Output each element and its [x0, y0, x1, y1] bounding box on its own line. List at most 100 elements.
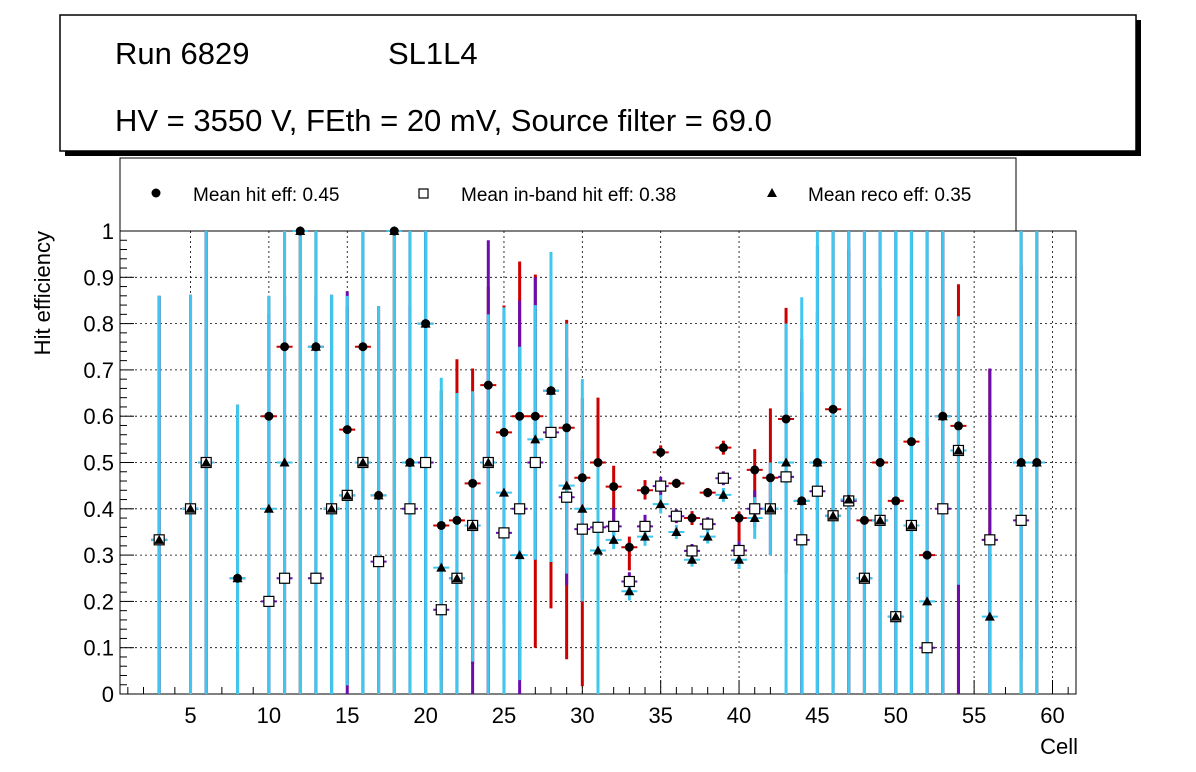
y-tick-label: 0.5: [83, 451, 114, 476]
inband-eff-point: [545, 426, 557, 439]
inband-eff-point: [372, 555, 385, 568]
reco-eff-point: [796, 495, 807, 505]
layer-label: SL1L4: [388, 36, 478, 71]
hit-eff-point: [765, 473, 775, 483]
hit-eff-point: [609, 482, 619, 492]
reco-eff-point: [154, 534, 165, 544]
y-tick-label: 0.3: [83, 543, 114, 568]
reco-eff-point: [843, 494, 854, 504]
tick-labels: 5 10 15 20 25 30 35 40 45 50 55 60 0 0.1 0.2 0.3 0.4 0.5 0…: [83, 219, 1064, 728]
hit-eff-point: [687, 513, 697, 523]
error-bars: [151, 230, 1045, 694]
inband-eff-point: [1015, 514, 1027, 526]
y-axis-label: Hit efficiency: [30, 231, 55, 355]
reco-eff-point: [420, 318, 431, 328]
hit-eff-point: [515, 411, 525, 421]
hit-eff-point: [922, 550, 932, 560]
reco-eff-point: [906, 520, 917, 530]
reco-eff-point: [608, 534, 619, 544]
reco-eff-point: [545, 385, 556, 395]
x-tick-label: 25: [492, 703, 516, 728]
reco-eff-point: [702, 531, 713, 541]
hit-eff-point: [593, 458, 603, 467]
inband-eff-point: [780, 471, 792, 483]
y-tick-label: 0.1: [83, 636, 114, 661]
inband-eff-point: [435, 604, 447, 616]
y-tick-label: 0: [102, 682, 114, 707]
hit-eff-point: [859, 515, 869, 525]
y-tick-label: 0.9: [83, 265, 114, 290]
x-tick-label: 10: [257, 703, 281, 728]
inband-eff-point: [608, 520, 620, 532]
reco-eff-point: [687, 554, 698, 564]
reco-eff-point: [530, 434, 541, 444]
reco-eff-point: [389, 226, 400, 235]
reco-eff-point: [875, 515, 886, 525]
reco-eff-point: [451, 573, 462, 583]
reco-eff-point: [890, 611, 901, 621]
y-tick-label: 0.6: [83, 404, 114, 429]
reco-eff-point: [624, 586, 635, 596]
legend-hit-marker: [151, 188, 161, 198]
hit-eff-point: [483, 380, 493, 390]
inband-eff-point: [404, 503, 416, 515]
inband-eff-point: [561, 491, 573, 503]
reco-eff-point: [765, 503, 776, 513]
hit-eff-point: [640, 485, 650, 495]
x-tick-label: 30: [570, 703, 594, 728]
inband-eff-point: [796, 534, 808, 546]
hit-eff-point: [750, 465, 760, 475]
hit-eff-point: [671, 478, 681, 488]
inband-eff-point: [670, 510, 682, 522]
settings-label: HV = 3550 V, FEth = 20 mV, Source filter…: [115, 103, 772, 138]
reco-eff-point: [232, 573, 243, 583]
inband-eff-point: [529, 456, 541, 469]
y-tick-label: 1: [102, 219, 114, 244]
inband-eff-point: [702, 518, 714, 530]
hit-eff-point: [499, 427, 509, 437]
inband-eff-point: [623, 575, 635, 588]
reco-eff-point: [436, 562, 447, 572]
reco-eff-point: [295, 226, 306, 235]
reco-eff-point: [593, 545, 603, 555]
hit-eff-point: [656, 447, 666, 457]
title-box: Run 6829 SL1L4 HV = 3550 V, FEth = 20 mV…: [59, 14, 1141, 156]
y-tick-label: 0.8: [83, 312, 114, 337]
inband-eff-point: [498, 527, 510, 539]
x-tick-label: 20: [413, 703, 437, 728]
y-tick-label: 0.4: [83, 497, 114, 522]
legend-reco-label: Mean reco eff: 0.35: [808, 185, 971, 206]
inband-eff-point: [984, 534, 996, 546]
reco-eff-point: [404, 457, 415, 467]
inband-eff-point: [811, 485, 824, 497]
hit-eff-point: [624, 542, 634, 552]
hit-eff-point: [436, 520, 446, 530]
reco-eff-point: [467, 520, 478, 530]
hit-eff-point: [264, 411, 274, 421]
hit-eff-point: [468, 478, 478, 488]
inband-eff-point: [921, 642, 933, 654]
hit-eff-point: [452, 515, 462, 525]
x-tick-label: 55: [962, 703, 986, 728]
x-tick-label: 15: [335, 703, 359, 728]
x-tick-label: 45: [805, 703, 829, 728]
reco-eff-point: [1016, 457, 1027, 467]
hit-eff-point: [906, 437, 916, 447]
inband-eff-point: [655, 480, 667, 492]
inband-eff-point: [263, 595, 275, 608]
hit-eff-point: [280, 342, 290, 352]
reco-eff-point: [577, 503, 588, 513]
reco-eff-point: [498, 487, 509, 497]
reco-eff-point: [1031, 457, 1042, 467]
x-tick-label: 60: [1040, 703, 1064, 728]
inband-eff-point: [937, 503, 949, 515]
hit-eff-point: [828, 404, 838, 414]
hit-eff-point: [703, 488, 713, 498]
hit-eff-point: [530, 411, 540, 421]
inband-eff-point: [639, 520, 651, 532]
legend-inband-label: Mean in-band hit eff: 0.38: [461, 185, 676, 206]
hit-eff-point: [358, 342, 368, 352]
reco-eff-point: [781, 457, 792, 467]
reco-eff-point: [937, 411, 948, 421]
legend-hit-label: Mean hit eff: 0.45: [193, 185, 339, 206]
